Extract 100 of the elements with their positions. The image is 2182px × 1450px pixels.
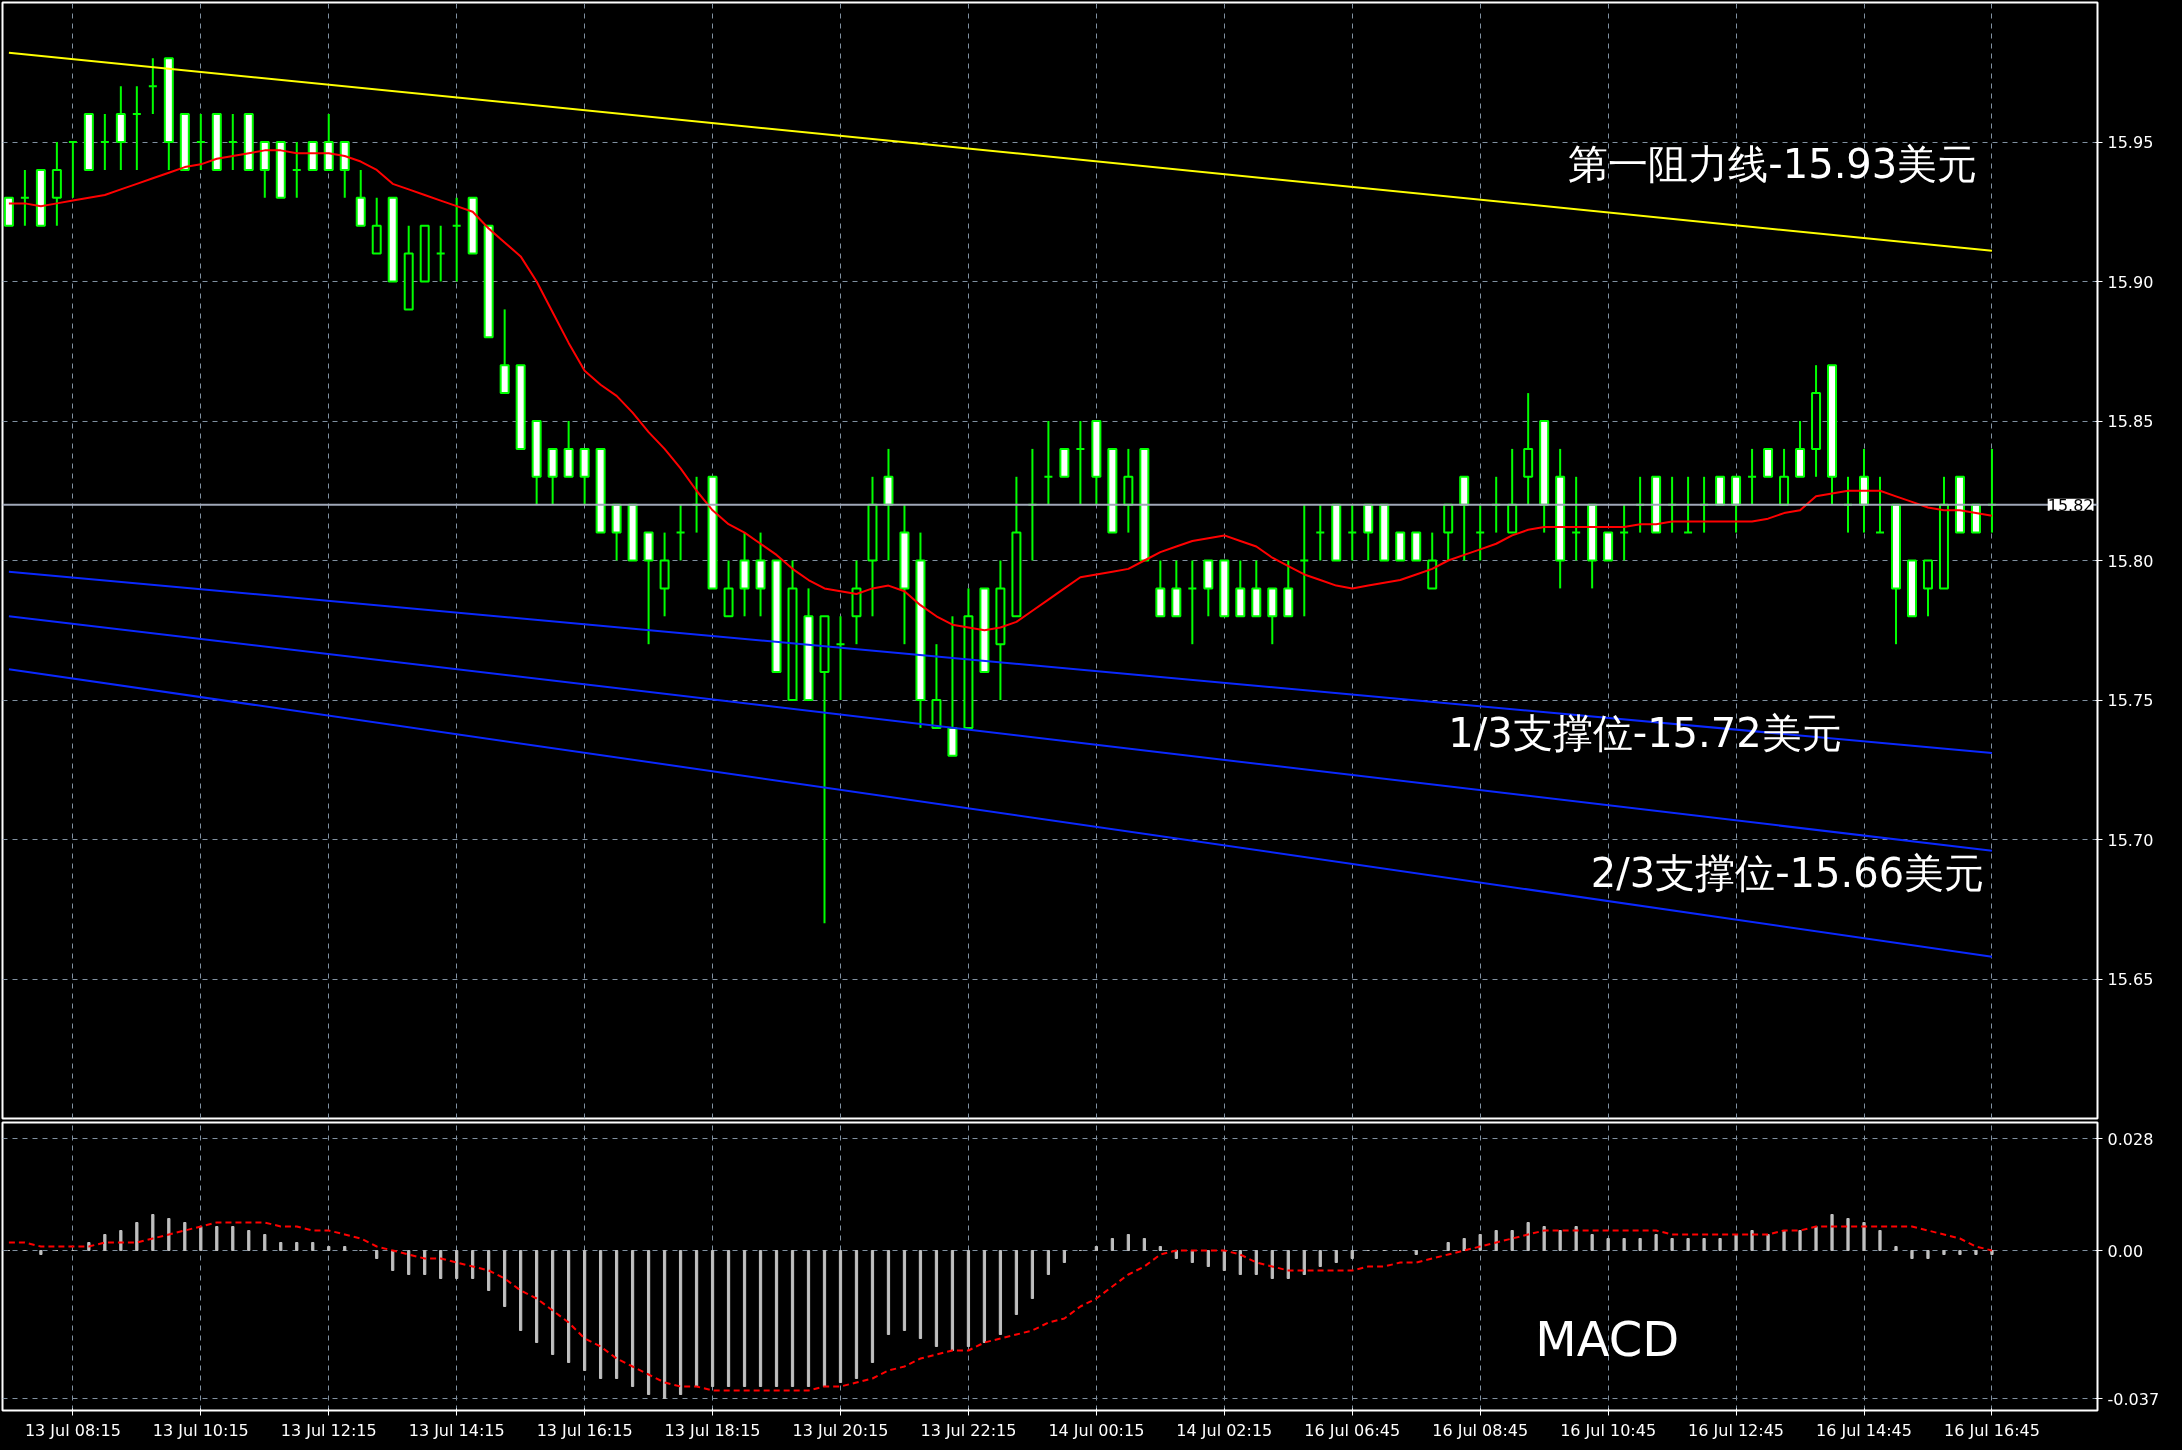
- bar: [1254, 1250, 1258, 1275]
- bar: [1510, 1230, 1514, 1251]
- bar: [758, 1250, 763, 1387]
- bar: [630, 1250, 635, 1387]
- bar: [263, 1234, 267, 1251]
- bar: [455, 1250, 459, 1279]
- x-tick-label: 14 Jul 00:15: [1048, 1420, 1145, 1440]
- bar: [327, 1246, 331, 1251]
- annotation: MACD: [1535, 1310, 1680, 1367]
- bar: [1606, 1238, 1610, 1251]
- bar: [503, 1250, 507, 1307]
- x-tick-label: 14 Jul 02:15: [1176, 1420, 1273, 1440]
- y-tick-label: 15.70: [2107, 830, 2154, 850]
- x-tick-label: 13 Jul 16:15: [536, 1420, 633, 1440]
- bar: [1030, 1250, 1035, 1299]
- bar: [535, 1250, 539, 1343]
- bar: [950, 1250, 955, 1351]
- bar: [742, 1250, 747, 1387]
- bar: [1158, 1246, 1162, 1251]
- y-tick-label: 15.80: [2107, 551, 2154, 571]
- y-tick-label: 15.75: [2107, 691, 2154, 710]
- bar: [694, 1250, 699, 1387]
- bar: [870, 1250, 875, 1363]
- bar: [710, 1250, 715, 1387]
- bar: [790, 1250, 795, 1387]
- bar: [646, 1250, 651, 1395]
- bar: [151, 1214, 155, 1251]
- bar: [1302, 1250, 1306, 1275]
- bar: [1830, 1214, 1834, 1251]
- bar: [1734, 1234, 1738, 1251]
- bar: [1798, 1230, 1802, 1251]
- bar: [1558, 1230, 1562, 1251]
- bar: [726, 1250, 731, 1387]
- bar: [199, 1226, 203, 1251]
- bar: [583, 1250, 587, 1371]
- x-tick-label: 16 Jul 12:45: [1688, 1420, 1785, 1440]
- bar: [1718, 1238, 1722, 1251]
- bar: [1910, 1250, 1914, 1259]
- line-series: [7, 1221, 1993, 1392]
- bar: [982, 1250, 987, 1343]
- bar: [375, 1250, 379, 1259]
- bar: [1014, 1250, 1019, 1315]
- bar: [1526, 1222, 1530, 1251]
- y-tick-label: 15.95: [2107, 133, 2154, 152]
- bar: [1894, 1246, 1898, 1251]
- x-tick-label: 16 Jul 16:45: [1943, 1420, 2040, 1440]
- x-tick-label: 13 Jul 18:15: [664, 1420, 761, 1440]
- x-tick-label: 13 Jul 08:15: [24, 1420, 121, 1440]
- y-tick-label: 15.90: [2107, 272, 2154, 292]
- bar: [1542, 1226, 1546, 1251]
- bar: [599, 1250, 603, 1379]
- ref-line-label: 15.82: [2047, 495, 2094, 515]
- bar: [886, 1250, 891, 1335]
- bar: [998, 1250, 1003, 1335]
- bar: [678, 1250, 683, 1395]
- x-tick-label: 13 Jul 12:15: [280, 1420, 377, 1440]
- bar: [1478, 1234, 1482, 1251]
- bar: [167, 1218, 171, 1251]
- bar: [1862, 1222, 1866, 1251]
- bar: [1350, 1250, 1354, 1259]
- y-tick-label: 15.65: [2107, 970, 2154, 989]
- bar: [1638, 1238, 1642, 1251]
- bar: [1926, 1250, 1930, 1259]
- bar: [1334, 1250, 1338, 1263]
- bar: [1062, 1250, 1067, 1263]
- bar: [1142, 1238, 1146, 1251]
- bar: [247, 1230, 251, 1251]
- bar: [1670, 1238, 1674, 1251]
- y-tick-label: 0.028: [2107, 1129, 2154, 1149]
- x-tick-label: 16 Jul 08:45: [1432, 1420, 1529, 1440]
- bar: [822, 1250, 827, 1387]
- bar: [1702, 1238, 1706, 1251]
- bar: [215, 1226, 219, 1251]
- bar: [343, 1246, 347, 1251]
- bar: [407, 1250, 411, 1275]
- bar: [311, 1242, 315, 1251]
- bar: [1686, 1238, 1690, 1251]
- bar: [231, 1226, 235, 1251]
- bar: [1958, 1250, 1962, 1255]
- bar: [1206, 1250, 1210, 1267]
- bar: [1766, 1234, 1770, 1251]
- bar: [103, 1234, 107, 1251]
- x-tick-label: 16 Jul 06:45: [1304, 1420, 1401, 1440]
- bar: [551, 1250, 555, 1355]
- bar: [135, 1222, 139, 1251]
- bar: [1574, 1226, 1578, 1251]
- bar: [1110, 1238, 1114, 1251]
- bar: [1846, 1218, 1850, 1251]
- bar: [1974, 1250, 1978, 1255]
- bar: [183, 1222, 187, 1251]
- bar: [1446, 1242, 1450, 1251]
- bar: [1622, 1238, 1626, 1251]
- bar: [774, 1250, 779, 1387]
- bar: [1750, 1230, 1754, 1251]
- y-tick-label: -0.037: [2107, 1389, 2160, 1409]
- bar: [119, 1230, 123, 1251]
- bar: [567, 1250, 571, 1363]
- bar: [1590, 1234, 1594, 1251]
- bar: [1094, 1246, 1098, 1251]
- bar: [806, 1250, 811, 1387]
